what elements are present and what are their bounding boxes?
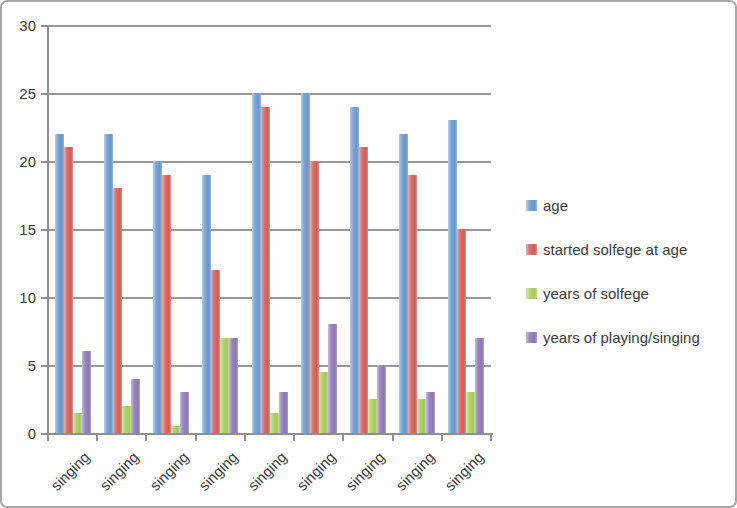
- y-tick-label: 10: [2, 289, 36, 307]
- bar-years-of-solfege[interactable]: [417, 399, 426, 433]
- bar-started-solfege-at-age[interactable]: [310, 161, 319, 433]
- bar-years-of-solfege[interactable]: [466, 392, 475, 433]
- chart-frame[interactable]: 051015202530singingsingingsingingsinging…: [0, 0, 737, 508]
- bar-age[interactable]: [202, 175, 211, 433]
- x-axis-tick: [342, 435, 344, 441]
- x-axis-line: [48, 433, 493, 435]
- legend-item[interactable]: started solfege at age: [526, 242, 700, 257]
- legend-swatch-icon: [526, 244, 537, 255]
- x-axis-tick: [47, 435, 49, 441]
- legend-swatch-icon: [526, 288, 537, 299]
- x-axis-tick: [145, 435, 147, 441]
- y-tick-label: 0: [2, 425, 36, 443]
- bar-years-of-solfege[interactable]: [270, 413, 279, 433]
- y-tick-label: 20: [2, 153, 36, 171]
- legend-label: age: [543, 198, 568, 213]
- y-tick-label: 25: [2, 85, 36, 103]
- category-label: singing: [442, 449, 487, 494]
- bar-age[interactable]: [153, 161, 162, 433]
- category-label: singing: [196, 449, 241, 494]
- category-label: singing: [146, 449, 191, 494]
- bar-years-of-playing-singing[interactable]: [82, 351, 91, 433]
- bar-years-of-playing-singing[interactable]: [180, 392, 189, 433]
- bar-started-solfege-at-age[interactable]: [162, 175, 171, 433]
- legend-item[interactable]: age: [526, 198, 700, 213]
- category-label: singing: [48, 449, 93, 494]
- bar-age[interactable]: [399, 134, 408, 433]
- y-tick-label: 15: [2, 221, 36, 239]
- bar-years-of-playing-singing[interactable]: [229, 338, 238, 433]
- bar-years-of-playing-singing[interactable]: [328, 324, 337, 433]
- bar-started-solfege-at-age[interactable]: [457, 229, 466, 433]
- x-axis-tick: [195, 435, 197, 441]
- bar-started-solfege-at-age[interactable]: [64, 147, 73, 433]
- category-label: singing: [245, 449, 290, 494]
- legend-label: years of playing/singing: [543, 330, 700, 345]
- bar-years-of-solfege[interactable]: [122, 406, 131, 433]
- bar-years-of-solfege[interactable]: [73, 413, 82, 433]
- bar-started-solfege-at-age[interactable]: [211, 270, 220, 433]
- x-axis-tick: [293, 435, 295, 441]
- bar-age[interactable]: [350, 107, 359, 433]
- category-label: singing: [343, 449, 388, 494]
- bar-years-of-solfege[interactable]: [319, 372, 328, 433]
- legend-item[interactable]: years of solfege: [526, 286, 700, 301]
- category-label: singing: [97, 449, 142, 494]
- bar-started-solfege-at-age[interactable]: [408, 175, 417, 433]
- y-tick-label: 30: [2, 17, 36, 35]
- bar-years-of-playing-singing[interactable]: [279, 392, 288, 433]
- bar-years-of-playing-singing[interactable]: [475, 338, 484, 433]
- legend-swatch-icon: [526, 200, 537, 211]
- bar-age[interactable]: [448, 120, 457, 433]
- bar-started-solfege-at-age[interactable]: [261, 107, 270, 433]
- x-axis-tick: [392, 435, 394, 441]
- bar-age[interactable]: [301, 93, 310, 433]
- legend-item[interactable]: years of playing/singing: [526, 330, 700, 345]
- bar-years-of-playing-singing[interactable]: [377, 365, 386, 433]
- bar-age[interactable]: [55, 134, 64, 433]
- x-axis-tick: [490, 435, 492, 441]
- legend-swatch-icon: [526, 332, 537, 343]
- bar-years-of-solfege[interactable]: [171, 426, 180, 433]
- x-axis-tick: [244, 435, 246, 441]
- y-gridline: [48, 161, 491, 163]
- y-gridline: [48, 93, 491, 95]
- legend: age started solfege at age years of solfeg…: [526, 198, 700, 345]
- x-axis-tick: [96, 435, 98, 441]
- bar-years-of-solfege[interactable]: [368, 399, 377, 433]
- bar-years-of-solfege[interactable]: [220, 338, 229, 433]
- category-label: singing: [294, 449, 339, 494]
- y-axis-line: [47, 26, 49, 436]
- x-axis-tick: [441, 435, 443, 441]
- category-label: singing: [393, 449, 438, 494]
- legend-label: years of solfege: [543, 286, 649, 301]
- bar-age[interactable]: [104, 134, 113, 433]
- y-tick-label: 5: [2, 357, 36, 375]
- bar-started-solfege-at-age[interactable]: [113, 188, 122, 433]
- bar-years-of-playing-singing[interactable]: [131, 379, 140, 433]
- bar-started-solfege-at-age[interactable]: [359, 147, 368, 433]
- legend-label: started solfege at age: [543, 242, 687, 257]
- bar-age[interactable]: [252, 93, 261, 433]
- y-gridline: [48, 25, 491, 27]
- bar-years-of-playing-singing[interactable]: [426, 392, 435, 433]
